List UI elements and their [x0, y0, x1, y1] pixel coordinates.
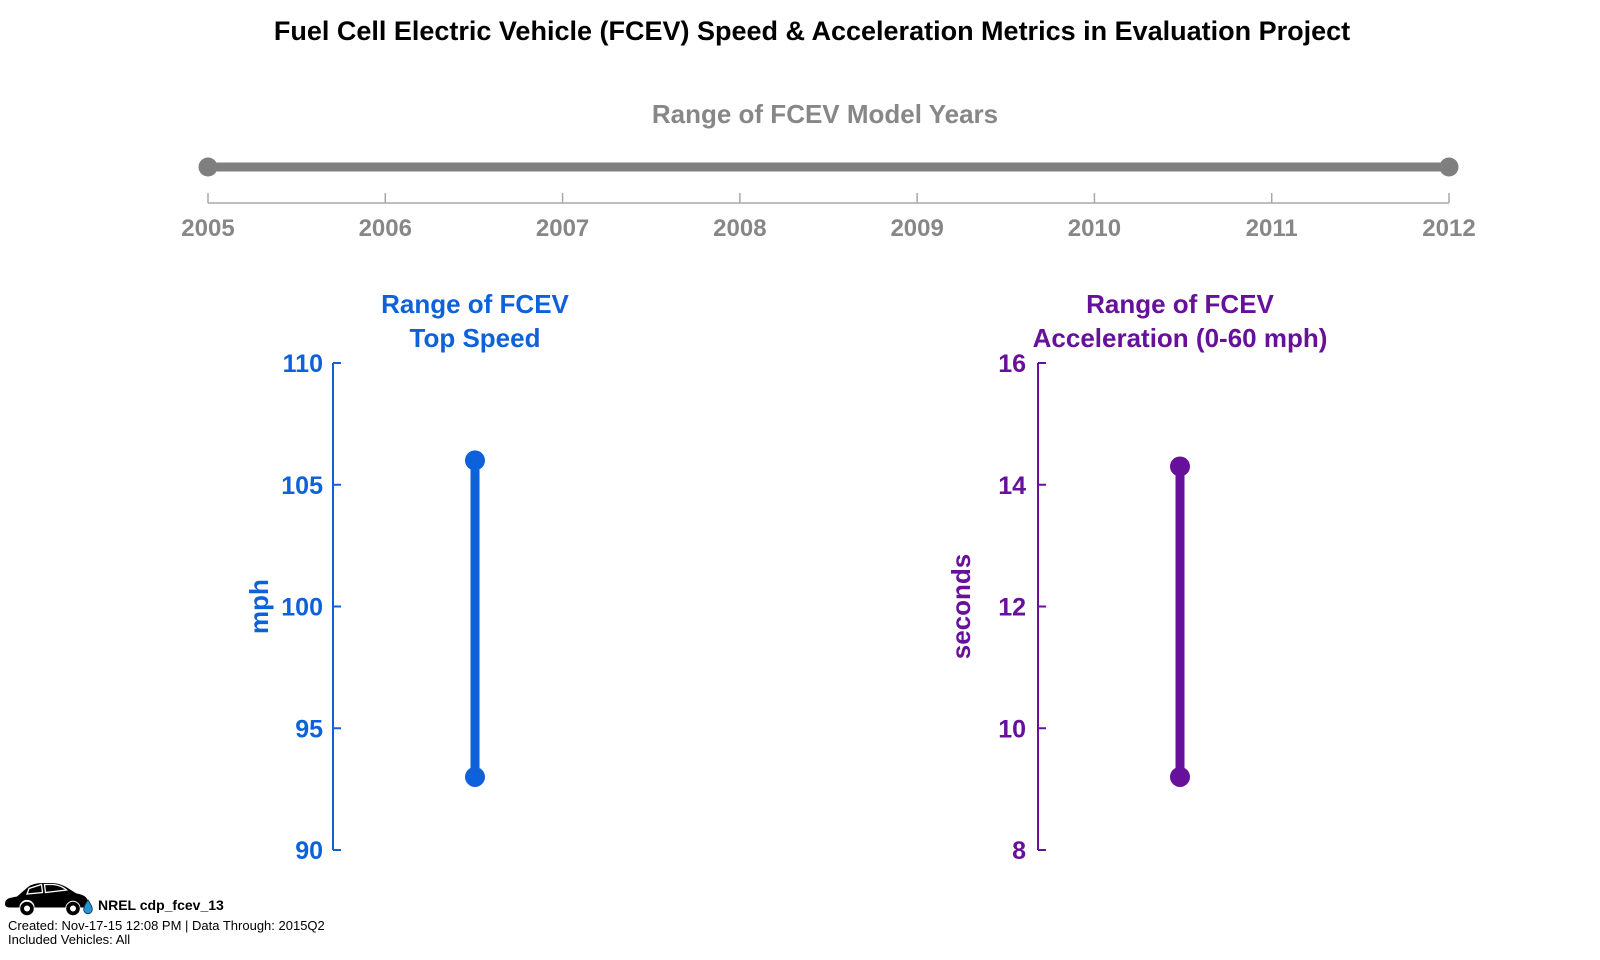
- y-tick-label: 95: [295, 715, 323, 743]
- y-tick-label: 12: [998, 594, 1026, 622]
- y-tick-label: 100: [281, 594, 323, 622]
- range-min-dot: [465, 767, 485, 787]
- top-speed-chart-title: Range of FCEV Top Speed: [381, 287, 569, 355]
- created-line: Created: Nov-17-15 12:08 PM | Data Throu…: [8, 918, 325, 933]
- timeline-year-label: 2010: [1068, 215, 1121, 242]
- timeline-year-label: 2006: [359, 215, 412, 242]
- y-tick-label: 110: [283, 350, 323, 378]
- car-rear-hub: [70, 906, 76, 912]
- y-tick-label: 14: [998, 472, 1026, 500]
- dataset-label: NREL cdp_fcev_13: [98, 897, 224, 913]
- range-min-dot: [1170, 767, 1190, 787]
- y-tick-label: 105: [281, 472, 323, 500]
- timeline-year-label: 2011: [1246, 215, 1298, 242]
- y-tick-label: 16: [998, 350, 1026, 378]
- acceleration-chart-title: Range of FCEV Acceleration (0-60 mph): [1033, 287, 1328, 355]
- car-icon: [2, 879, 96, 917]
- timeline-range-end-dot: [1440, 158, 1459, 177]
- range-max-dot: [1170, 456, 1190, 476]
- charts-svg: 2005 2006 2007 2008 2009 2010 2011 2012 110 105 10…: [0, 0, 1600, 960]
- figure-canvas: Fuel Cell Electric Vehicle (FCEV) Speed …: [0, 0, 1600, 960]
- timeline-year-label: 2008: [713, 215, 766, 242]
- top-speed-title-line1: Range of FCEV: [381, 287, 569, 321]
- range-max-dot: [465, 450, 485, 470]
- top-speed-title-line2: Top Speed: [381, 321, 569, 355]
- y-axis-label: seconds: [946, 554, 976, 660]
- timeline-range-start-dot: [199, 158, 218, 177]
- y-tick-label: 90: [295, 837, 323, 865]
- y-tick-label: 8: [1012, 837, 1026, 865]
- car-front-hub: [24, 906, 30, 912]
- timeline-year-label: 2007: [536, 215, 589, 242]
- timeline-year-label: 2012: [1422, 215, 1475, 242]
- y-axis-label: mph: [244, 579, 274, 634]
- timeline-year-label: 2005: [181, 215, 234, 242]
- acceleration-title-line1: Range of FCEV: [1033, 287, 1328, 321]
- included-vehicles-line: Included Vehicles: All: [8, 932, 130, 947]
- y-tick-label: 10: [998, 715, 1026, 743]
- acceleration-title-line2: Acceleration (0-60 mph): [1033, 321, 1328, 355]
- timeline-year-label: 2009: [890, 215, 943, 242]
